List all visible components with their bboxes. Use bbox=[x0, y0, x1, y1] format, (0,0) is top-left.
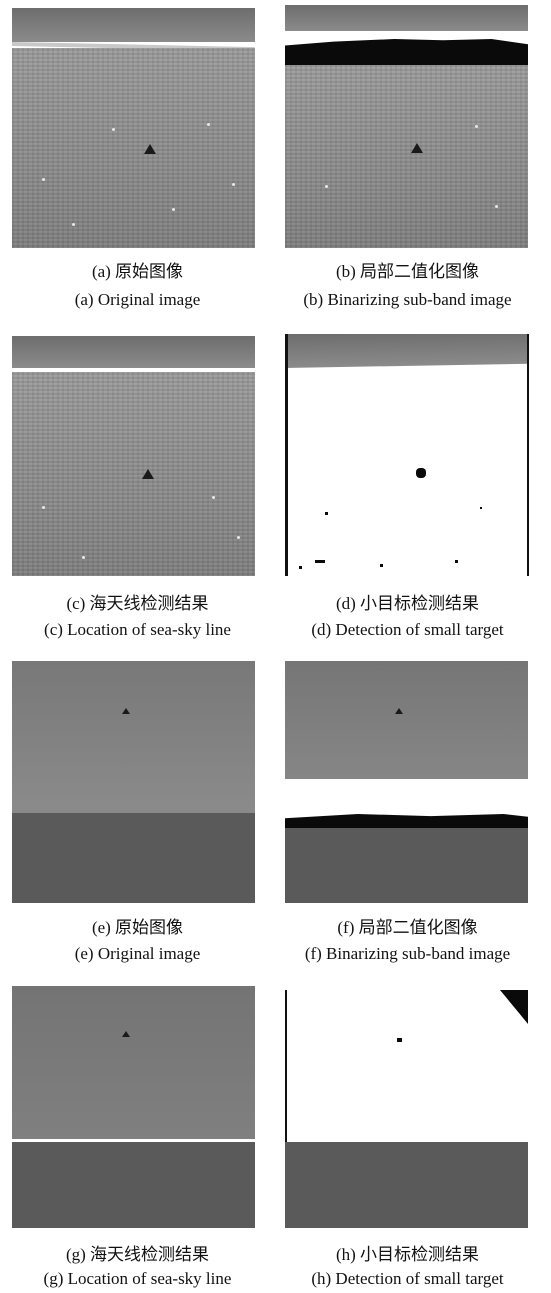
caption-a-cn: (a) 原始图像 bbox=[91, 262, 184, 281]
detected-target bbox=[397, 1038, 402, 1042]
ship-target bbox=[144, 144, 156, 154]
caption-g-en: (g) Location of sea-sky line bbox=[43, 1269, 232, 1288]
caption-b-cn: (b) 局部二值化图像 bbox=[335, 262, 480, 281]
caption-c-en: (c) Location of sea-sky line bbox=[44, 620, 231, 639]
image-g-sea-sky-line bbox=[12, 986, 255, 1228]
ship-target bbox=[122, 1031, 130, 1037]
image-f-binarized bbox=[285, 661, 528, 903]
caption-f-cn: (f) 局部二值化图像 bbox=[337, 918, 478, 937]
caption-d-en: (d) Detection of small target bbox=[311, 620, 504, 639]
image-e-original bbox=[12, 661, 255, 903]
ship-target bbox=[395, 708, 403, 714]
image-b-binarized bbox=[285, 5, 528, 248]
image-d-detection bbox=[285, 334, 529, 576]
caption-a-en: (a) Original image bbox=[74, 290, 201, 309]
ship-target bbox=[122, 708, 130, 714]
caption-c-cn: (c) 海天线检测结果 bbox=[66, 594, 209, 613]
image-a-original bbox=[12, 8, 255, 248]
image-h-detection bbox=[285, 990, 528, 1228]
caption-g-cn: (g) 海天线检测结果 bbox=[65, 1245, 210, 1264]
caption-e-cn: (e) 原始图像 bbox=[91, 918, 184, 937]
caption-f-en: (f) Binarizing sub-band image bbox=[304, 944, 511, 963]
ship-target bbox=[142, 469, 154, 479]
detected-target bbox=[416, 468, 426, 478]
sea-sky-line bbox=[12, 1139, 255, 1142]
caption-b-en: (b) Binarizing sub-band image bbox=[303, 290, 512, 309]
ship-target bbox=[411, 143, 423, 153]
image-c-sea-sky-line bbox=[12, 336, 255, 576]
caption-d-cn: (d) 小目标检测结果 bbox=[335, 594, 480, 613]
caption-e-en: (e) Original image bbox=[74, 944, 201, 963]
caption-h-cn: (h) 小目标检测结果 bbox=[335, 1245, 480, 1264]
caption-h-en: (h) Detection of small target bbox=[311, 1269, 504, 1288]
